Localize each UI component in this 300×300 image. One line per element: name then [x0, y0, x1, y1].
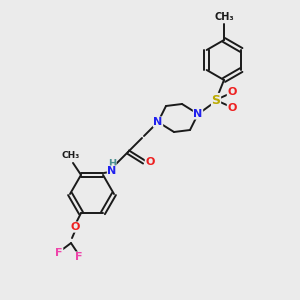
- Text: S: S: [212, 94, 220, 106]
- Text: O: O: [227, 103, 237, 113]
- Text: F: F: [55, 248, 63, 258]
- Text: F: F: [75, 252, 83, 262]
- Text: CH₃: CH₃: [62, 152, 80, 160]
- Text: H: H: [108, 159, 116, 169]
- Text: O: O: [145, 157, 155, 167]
- Text: O: O: [70, 222, 80, 232]
- Text: N: N: [153, 117, 163, 127]
- Text: N: N: [194, 109, 202, 119]
- Text: CH₃: CH₃: [214, 12, 234, 22]
- Text: N: N: [107, 166, 117, 176]
- Text: O: O: [227, 87, 237, 97]
